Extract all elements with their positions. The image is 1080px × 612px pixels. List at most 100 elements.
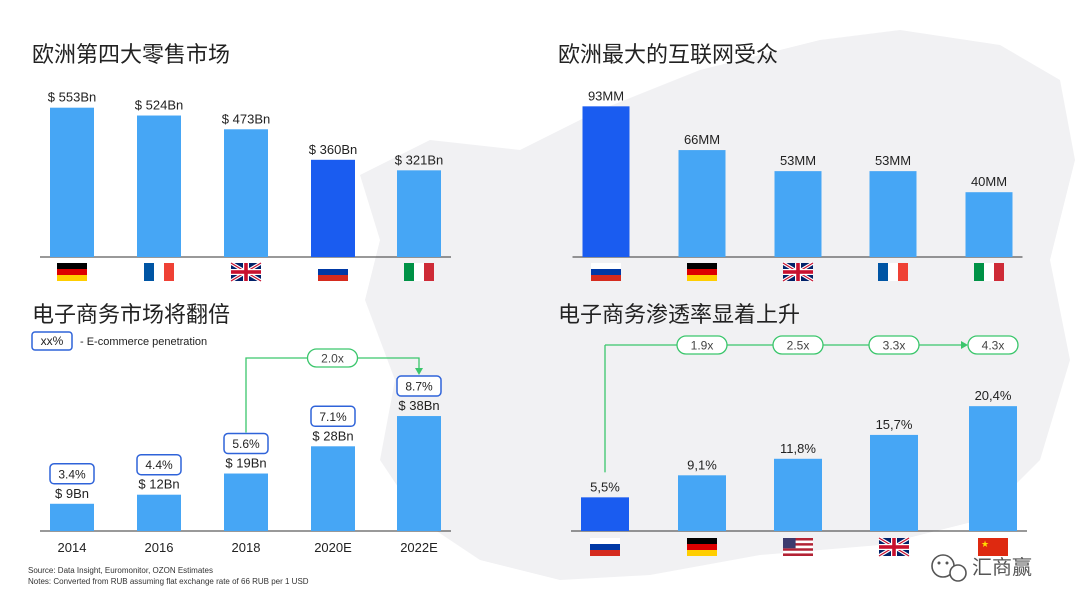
chart-title: 欧洲第四大零售市场 [32, 43, 230, 68]
multiplier-badge: 2.0x [306, 348, 359, 368]
multiplier-text: 2.5x [787, 339, 810, 353]
bar [137, 494, 181, 531]
bar [397, 170, 441, 257]
data-label: 11,8% [780, 441, 816, 456]
chart-title: 欧洲最大的互联网受众 [558, 43, 778, 68]
chart-title: 电子商务渗透率显着上升 [558, 303, 800, 328]
data-label: 53MM [875, 153, 911, 168]
x-tick-label: 2020E [314, 540, 352, 555]
multiplier-text: 3.3x [883, 339, 906, 353]
data-label: 93MM [588, 88, 624, 103]
flag-de-icon [57, 263, 87, 281]
data-label: 40MM [971, 174, 1007, 189]
bar [311, 446, 355, 531]
multiplier-badge: 1.9x [676, 335, 728, 355]
x-tick-label: 2014 [58, 540, 87, 555]
chart-retail-markets: 欧洲第四大零售市场 $ 553Bn $ 524Bn $ 473Bn $ 360Bn $ … [32, 43, 451, 283]
data-label: 53MM [780, 153, 816, 168]
multiplier-text: 2.0x [321, 352, 344, 366]
data-label: 20,4% [975, 388, 1012, 403]
bar [311, 159, 355, 257]
bar [582, 106, 630, 257]
data-label: 9,1% [687, 457, 717, 472]
multiplier-badge: 2.5x [772, 335, 824, 355]
x-tick-label: 2022E [400, 540, 438, 555]
flag-ru-icon [591, 263, 621, 281]
bar [965, 192, 1013, 257]
bar [774, 458, 822, 531]
bar [397, 416, 441, 531]
multiplier-badge: 3.3x [868, 335, 920, 355]
arrow-head [415, 368, 423, 376]
data-label: 66MM [684, 132, 720, 147]
data-label: 15,7% [876, 417, 913, 432]
multiplier-text: 4.3x [982, 339, 1005, 353]
flag-gb-icon [782, 261, 814, 283]
data-label: $ 38Bn [398, 398, 439, 413]
flag-gb-icon [878, 536, 910, 558]
bar [869, 171, 917, 257]
flag-it-icon [404, 263, 434, 281]
watermark: 汇商赢 [931, 554, 1032, 582]
penetration-badge: 4.4% [136, 453, 182, 476]
penetration-text: 5.6% [232, 437, 260, 451]
multiplier-badge: 4.3x [967, 335, 1019, 355]
watermark-text: 汇商赢 [972, 555, 1032, 579]
flag-gb-icon [230, 261, 262, 283]
x-tick-label: 2016 [145, 540, 174, 555]
legend-box [31, 331, 73, 351]
flag-us-icon [783, 538, 813, 556]
legend: xx% - E-commerce penetration [31, 331, 207, 351]
flag-ru-icon [318, 263, 348, 281]
data-label: $ 524Bn [135, 98, 183, 113]
data-label: $ 12Bn [138, 477, 179, 492]
arrow-head [961, 341, 968, 349]
data-label: $ 321Bn [395, 152, 443, 167]
chart-internet-audience: 欧洲最大的互联网受众 93MM 66MM 53MM 53MM 40MM [558, 43, 1023, 283]
penetration-badge: 3.4% [49, 463, 95, 485]
flag-fr-icon [878, 263, 908, 281]
data-label: $ 19Bn [225, 456, 266, 471]
penetration-badge: 8.7% [396, 375, 442, 397]
bar [581, 497, 629, 531]
data-label: $ 28Bn [312, 428, 353, 443]
bar [50, 107, 94, 257]
penetration-text: 7.1% [319, 410, 347, 424]
multiplier-text: 1.9x [691, 339, 714, 353]
flag-cn-icon: ★ [978, 538, 1008, 556]
penetration-badge: 7.1% [310, 405, 356, 428]
data-label: $ 553Bn [48, 90, 96, 105]
chart-ecommerce-market: 电子商务市场将翻倍 xx% - E-commerce penetration $… [31, 303, 451, 555]
x-tick-label: 2018 [232, 540, 261, 555]
data-label: $ 360Bn [309, 142, 357, 157]
data-label: $ 473Bn [222, 111, 270, 126]
flag-de-icon [687, 263, 717, 281]
penetration-text: 4.4% [145, 458, 173, 472]
wechat-icon [931, 554, 967, 582]
bar [969, 406, 1017, 531]
bar [678, 150, 726, 257]
bar [678, 475, 726, 531]
bar [774, 171, 822, 257]
penetration-badge: 5.6% [223, 432, 269, 455]
flag-it-icon [974, 263, 1004, 281]
flag-ru-icon [590, 538, 620, 556]
bar [50, 503, 94, 531]
data-label: 5,5% [590, 479, 620, 494]
flag-fr-icon [144, 263, 174, 281]
bar [137, 115, 181, 258]
svg-text:★: ★ [981, 540, 989, 550]
chart-title: 电子商务市场将翻倍 [32, 303, 230, 328]
bar [224, 129, 268, 257]
legend-box-text: xx% [41, 334, 64, 348]
penetration-text: 8.7% [405, 380, 433, 394]
data-label: $ 9Bn [55, 486, 89, 501]
legend-text: - E-commerce penetration [80, 336, 207, 348]
footer-source: Source: Data Insight, Euromonitor, OZON … [28, 566, 213, 575]
chart-ecommerce-penetration: 电子商务渗透率显着上升 5,5% 9,1% 11,8% 15,7% 20,4% ★ 1.9x… [558, 303, 1027, 558]
bar [224, 473, 268, 531]
footer-notes: Notes: Converted from RUB assuming flat … [28, 577, 309, 586]
flag-de-icon [687, 538, 717, 556]
